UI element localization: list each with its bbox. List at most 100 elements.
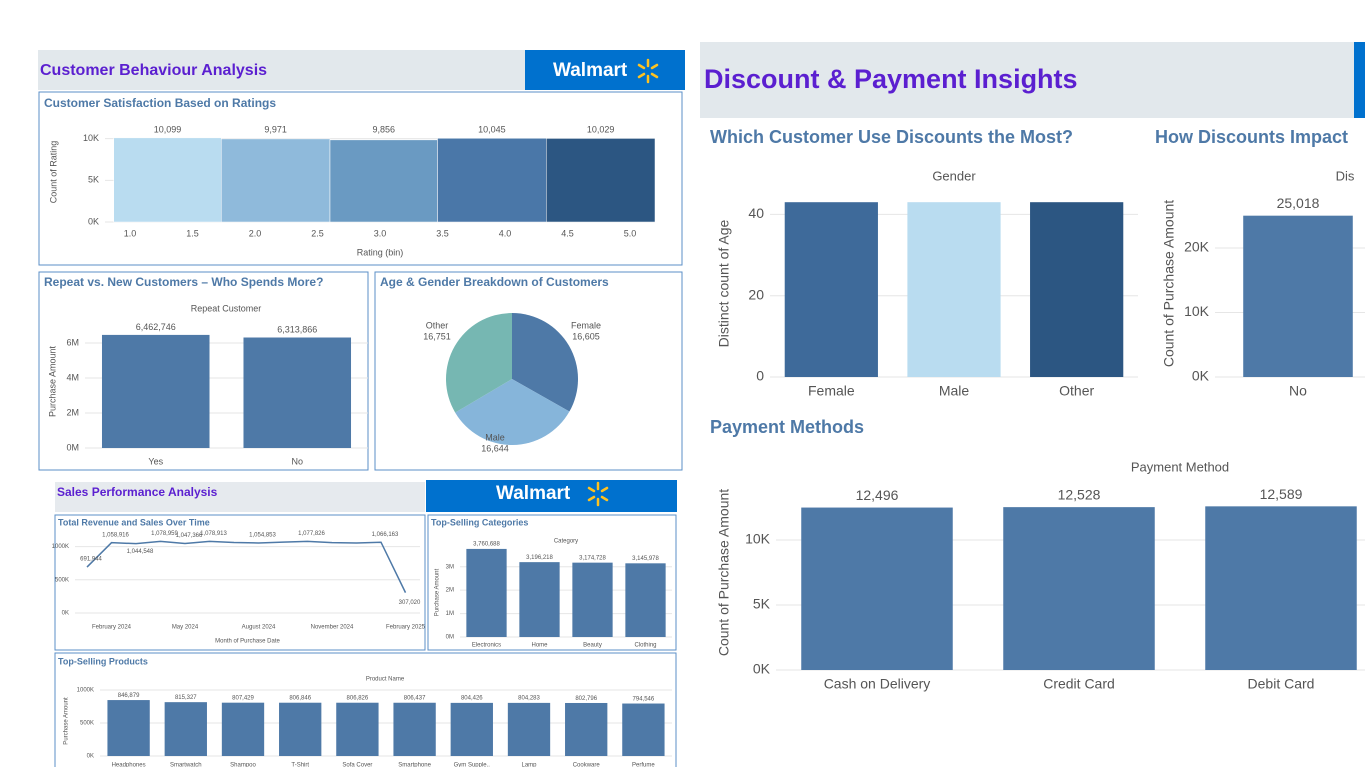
x-tick-label: Sofa Cover [342, 763, 372, 767]
value-label: 806,437 [404, 696, 426, 702]
x-tick-label: Cookware [573, 763, 601, 767]
chart-title: Age & Gender Breakdown of Customers [380, 275, 609, 289]
x-tick-label: Electronics [472, 643, 501, 649]
chart-header: Category [554, 539, 578, 545]
bar [279, 702, 322, 756]
value-label: 1,058,916 [102, 532, 129, 538]
bar [801, 507, 953, 670]
bar [243, 337, 352, 448]
slice-label: Male [485, 432, 505, 442]
y-axis-label: Purchase Amount [435, 568, 441, 616]
slice-label: Other [426, 320, 449, 330]
chart-header: Dis [1336, 168, 1355, 183]
bar [466, 548, 507, 637]
chart-header: Product Name [366, 677, 405, 683]
x-tick-label: May 2024 [172, 625, 199, 631]
x-tick-label: Headphones [112, 763, 146, 767]
y-tick-label: 0K [88, 216, 99, 226]
x-tick-label: 4.0 [499, 228, 512, 238]
histogram-bar [221, 138, 331, 223]
value-label: 307,020 [399, 600, 421, 606]
slice-value: 16,605 [572, 331, 600, 341]
value-label: 802,796 [575, 696, 597, 702]
value-label: 10,045 [478, 124, 506, 134]
bar [784, 202, 878, 377]
chart-title: Top-Selling Products [58, 656, 148, 666]
value-label: 1,066,163 [372, 532, 399, 538]
value-label: 846,879 [118, 693, 140, 699]
value-label: 12,528 [1058, 487, 1101, 503]
value-label: 6,313,866 [277, 325, 317, 335]
x-tick-label: Cash on Delivery [824, 676, 931, 692]
y-tick-label: 500K [80, 721, 94, 727]
panel [38, 271, 369, 471]
section-title: Sales Performance Analysis [57, 485, 218, 499]
logo-spark [587, 481, 609, 507]
x-tick-label: February 2025 [386, 625, 426, 631]
y-tick-label: 10K [1184, 303, 1210, 319]
x-tick-label: Beauty [583, 643, 602, 649]
y-tick-label: 20K [1184, 239, 1210, 255]
y-tick-label: 20 [748, 286, 764, 302]
bar [450, 702, 493, 756]
bar [565, 702, 608, 756]
y-tick-label: 6M [66, 337, 79, 347]
y-axis-label: Count of Purchase Amount [1161, 200, 1177, 367]
y-tick-label: 1000K [52, 544, 69, 550]
y-tick-label: 1000K [77, 688, 94, 694]
y-tick-label: 0K [753, 661, 771, 677]
value-label: 806,826 [347, 695, 369, 701]
x-tick-label: Smartwatch [170, 763, 202, 767]
value-label: 807,429 [232, 695, 254, 701]
x-tick-label: Perfume [632, 763, 655, 767]
bar [622, 703, 665, 756]
x-tick-label: Smartphone [398, 763, 431, 767]
x-tick-label: 4.5 [561, 228, 574, 238]
x-tick-label: Yes [148, 456, 163, 466]
y-tick-label: 0M [66, 442, 79, 452]
section-title: Discount & Payment Insights [704, 64, 1078, 94]
bar [519, 562, 560, 637]
slice-value: 16,644 [481, 443, 509, 453]
x-tick-label: No [1289, 383, 1307, 399]
y-axis-label: Count of Rating [48, 141, 58, 204]
y-tick-label: 2M [446, 588, 454, 594]
value-label: 6,462,746 [136, 322, 176, 332]
y-axis-label: Purchase Amount [64, 697, 70, 745]
bar [1003, 507, 1155, 670]
logo-box [426, 480, 677, 512]
panel [54, 514, 426, 651]
pie-slice [446, 313, 512, 413]
x-tick-label: Shampoo [230, 763, 256, 767]
x-tick-label: 1.0 [124, 228, 137, 238]
value-label: 794,546 [633, 696, 655, 702]
chart-header: Payment Method [1131, 459, 1229, 474]
x-tick-label: Female [808, 383, 855, 399]
y-tick-label: 4M [66, 372, 79, 382]
y-tick-label: 2M [66, 407, 79, 417]
histogram-bar [329, 139, 438, 223]
header-bar [700, 42, 1365, 118]
value-label: 806,846 [289, 695, 311, 701]
slice-value: 16,751 [423, 331, 451, 341]
y-tick-label: 10K [745, 531, 771, 547]
x-tick-label: Credit Card [1043, 676, 1115, 692]
logo-box [525, 50, 685, 90]
y-tick-label: 0K [87, 754, 94, 760]
chart-title: Top-Selling Categories [431, 517, 528, 527]
y-tick-label: 500K [55, 577, 69, 583]
y-tick-label: 10K [83, 133, 99, 143]
panel [427, 514, 677, 651]
chart-title: Which Customer Use Discounts the Most? [710, 127, 1073, 147]
bar [625, 563, 666, 637]
bar [907, 202, 1001, 377]
value-label: 1,078,913 [200, 531, 227, 537]
x-tick-label: 2.5 [311, 228, 324, 238]
value-label: 25,018 [1277, 195, 1320, 211]
y-axis-label: Count of Purchase Amount [716, 489, 732, 656]
y-axis-label: Distinct count of Age [716, 219, 732, 347]
logo-spark [637, 58, 659, 84]
line [86, 540, 407, 593]
pie-slice [455, 379, 570, 446]
